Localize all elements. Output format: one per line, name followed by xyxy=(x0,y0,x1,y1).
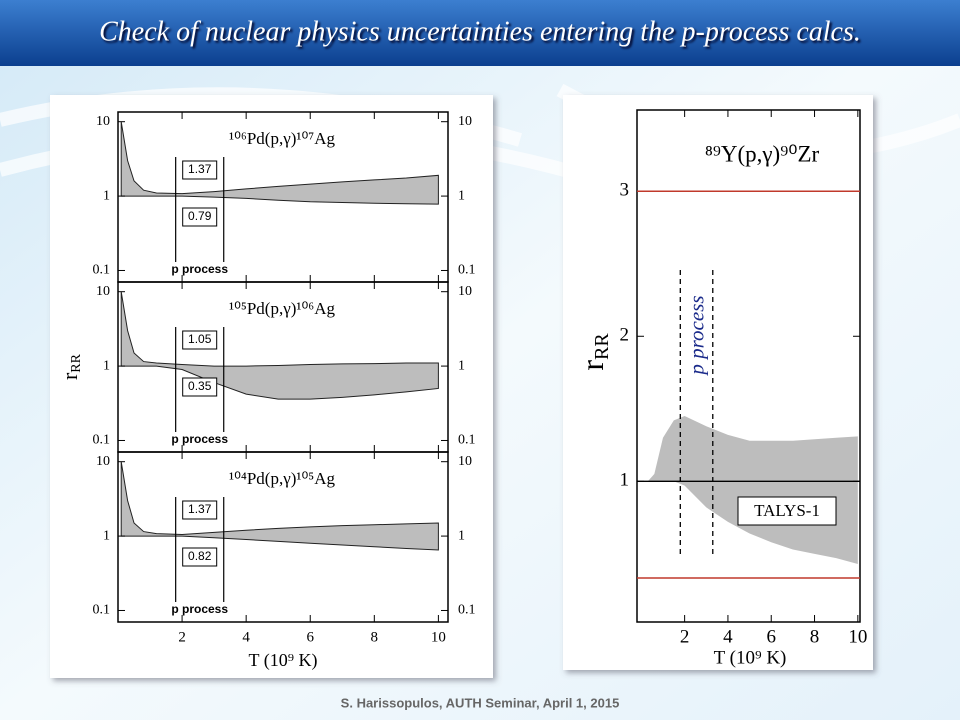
y-tick-label: 1 xyxy=(103,528,110,543)
p-process-label: p process xyxy=(171,262,228,276)
x-tick-label: 8 xyxy=(810,626,820,647)
y-tick-label-right: 0.1 xyxy=(458,433,476,448)
y-tick-label: 3 xyxy=(620,180,630,201)
y-axis-label-sub: RR xyxy=(69,353,84,372)
y-tick-label: 1 xyxy=(103,358,110,373)
x-tick-label: 8 xyxy=(371,629,379,645)
value-box-label: 1.05 xyxy=(188,332,212,346)
y-tick-label-right: 1 xyxy=(458,188,465,203)
model-box xyxy=(737,496,837,526)
y-axis-label-main: r xyxy=(57,372,82,380)
uncertainty-band xyxy=(120,461,439,551)
value-box xyxy=(182,500,218,520)
y-tick-label: 1 xyxy=(103,188,110,203)
p-process-label: p process xyxy=(684,295,708,376)
value-box xyxy=(182,207,218,227)
plot-frame xyxy=(117,451,449,623)
y-tick-label: 10 xyxy=(96,454,110,469)
y-axis-label: rRR xyxy=(574,333,612,371)
p-process-label: p process xyxy=(171,432,228,446)
reaction-label: ¹⁰⁶Pd(p,γ)¹⁰⁷Ag xyxy=(229,129,335,148)
model-label: TALYS-1 xyxy=(754,501,820,520)
x-tick-label: 6 xyxy=(306,629,314,645)
y-tick-label: 0.1 xyxy=(93,433,111,448)
y-tick-label-right: 10 xyxy=(458,114,472,129)
slide-title: Check of nuclear physics uncertainties e… xyxy=(99,16,861,47)
uncertainty-band xyxy=(120,291,439,400)
y-tick-label: 0.1 xyxy=(93,263,111,278)
y-tick-label-right: 1 xyxy=(458,528,465,543)
uncertainty-band xyxy=(120,121,439,205)
uncertainty-band xyxy=(647,416,858,564)
y-tick-label-right: 0.1 xyxy=(458,263,476,278)
x-tick-label: 4 xyxy=(242,629,250,645)
y-tick-label: 10 xyxy=(96,114,110,129)
value-box-label: 0.79 xyxy=(188,209,212,223)
y-axis-label-main: r xyxy=(574,360,610,371)
value-box-label: 1.37 xyxy=(188,162,212,176)
y-tick-label: 10 xyxy=(96,284,110,299)
reaction-label: ⁸⁹Y(p,γ)⁹⁰Zr xyxy=(705,141,820,166)
x-tick-label: 10 xyxy=(848,626,867,647)
value-box-label: 0.35 xyxy=(188,379,212,393)
p-process-label: p process xyxy=(171,602,228,616)
x-tick-label: 6 xyxy=(766,626,776,647)
y-axis-label-sub: RR xyxy=(591,333,613,360)
value-box-label: 0.82 xyxy=(188,549,212,563)
y-tick-label: 1 xyxy=(620,470,630,491)
plot-frame xyxy=(636,109,861,623)
value-box xyxy=(182,547,218,567)
reaction-label: ¹⁰⁴Pd(p,γ)¹⁰⁵Ag xyxy=(229,469,335,488)
right-figure-card xyxy=(563,95,873,670)
value-box-label: 1.37 xyxy=(188,502,212,516)
value-box xyxy=(182,330,218,350)
header-bar xyxy=(0,0,960,66)
x-tick-label: 2 xyxy=(178,629,186,645)
value-box xyxy=(182,377,218,397)
y-tick-label-right: 0.1 xyxy=(458,603,476,618)
y-tick-label-right: 10 xyxy=(458,454,472,469)
y-axis-label: rRR xyxy=(57,353,84,380)
x-tick-label: 10 xyxy=(431,629,446,645)
y-tick-label: 0.1 xyxy=(93,603,111,618)
reaction-label: ¹⁰⁵Pd(p,γ)¹⁰⁶Ag xyxy=(229,299,335,318)
value-box xyxy=(182,160,218,180)
footer: S. Harissopulos, AUTH Seminar, April 1, … xyxy=(341,695,620,710)
x-tick-label: 4 xyxy=(723,626,733,647)
x-axis-label: T (10⁹ K) xyxy=(714,647,787,668)
x-tick-label: 2 xyxy=(680,626,690,647)
y-tick-label: 2 xyxy=(620,325,630,346)
x-axis-label: T (10⁹ K) xyxy=(249,650,318,671)
y-tick-label-right: 1 xyxy=(458,358,465,373)
y-tick-label-right: 10 xyxy=(458,284,472,299)
